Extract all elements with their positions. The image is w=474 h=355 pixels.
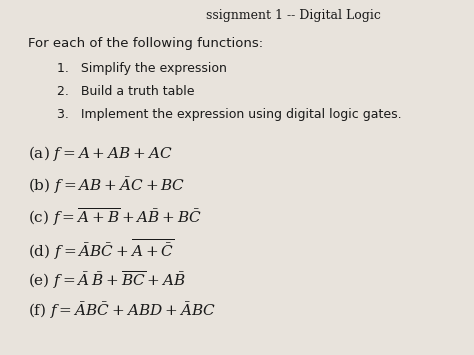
Text: (b) $f = AB + \bar{A}C + BC$: (b) $f = AB + \bar{A}C + BC$: [28, 175, 186, 196]
Text: For each of the following functions:: For each of the following functions:: [28, 37, 264, 50]
Text: (c) $f = \overline{A+B} + A\bar{B} + B\bar{C}$: (c) $f = \overline{A+B} + A\bar{B} + B\b…: [28, 206, 203, 228]
Text: 1.   Simplify the expression: 1. Simplify the expression: [57, 62, 227, 75]
Text: (f) $f = \bar{A}B\bar{C} + ABD + \bar{A}BC$: (f) $f = \bar{A}B\bar{C} + ABD + \bar{A}…: [28, 300, 216, 321]
Text: 2.   Build a truth table: 2. Build a truth table: [57, 85, 194, 98]
Text: (e) $f = \bar{A}\,\bar{B} + \overline{BC} + A\bar{B}$: (e) $f = \bar{A}\,\bar{B} + \overline{BC…: [28, 269, 187, 290]
Text: 3.   Implement the expression using digital logic gates.: 3. Implement the expression using digita…: [57, 108, 401, 121]
Text: (a) $f = A + AB + AC$: (a) $f = A + AB + AC$: [28, 144, 173, 163]
Text: ssignment 1 -- Digital Logic: ssignment 1 -- Digital Logic: [207, 9, 381, 22]
Text: (d) $f = \bar{A}B\bar{C} + \overline{A+\bar{C}}$: (d) $f = \bar{A}B\bar{C} + \overline{A+\…: [28, 237, 175, 262]
